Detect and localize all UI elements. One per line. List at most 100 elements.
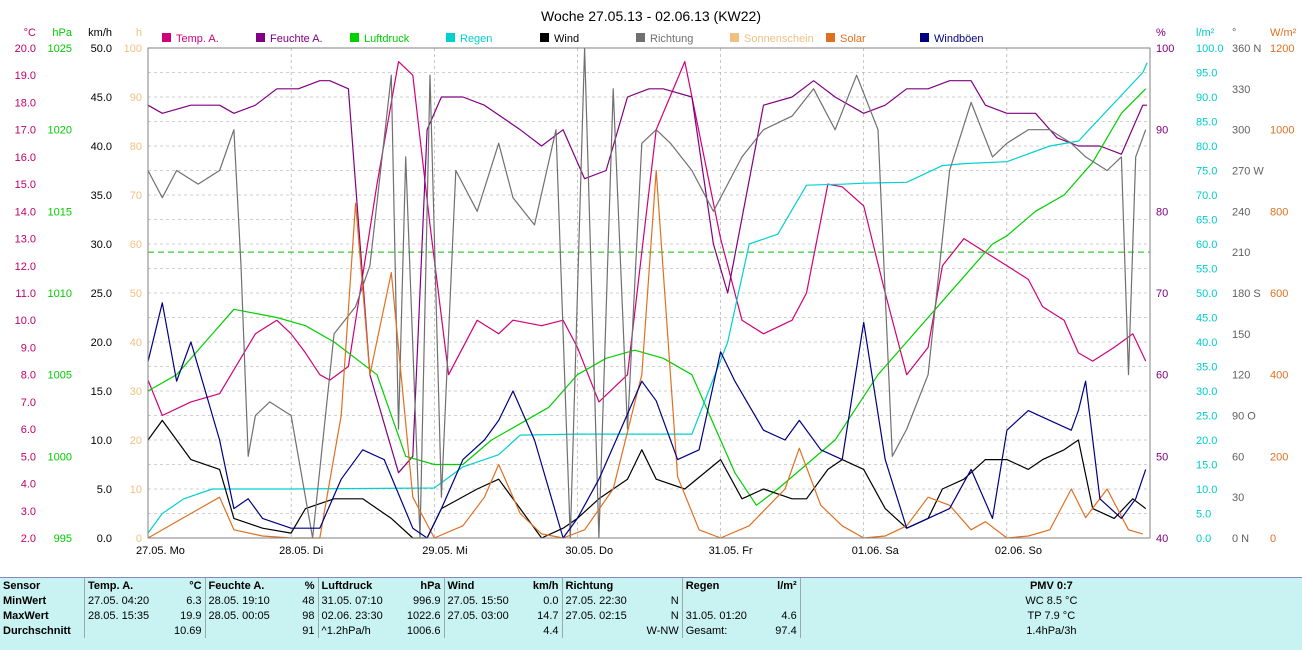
axis-tick-label: 120 xyxy=(1232,370,1250,382)
axis-tick-label: 1015 xyxy=(48,206,72,218)
axis-tick-label: 15.0 xyxy=(1196,460,1217,472)
axis-tick-label: 100 xyxy=(124,43,142,55)
axis-tick-label: 15.0 xyxy=(91,386,112,398)
axis-tick-label: 300 xyxy=(1232,125,1250,137)
axis-tick-label: 270 W xyxy=(1232,166,1264,178)
legend-swatch xyxy=(162,33,171,42)
axis-tick-label: 60 xyxy=(1156,370,1168,382)
axis-tick-label: 30 xyxy=(1232,492,1244,504)
axis-tick-label: 40 xyxy=(1156,533,1168,545)
x-tick-label: 28.05. Di xyxy=(279,545,323,557)
axis-tick-label: 2.0 xyxy=(21,533,36,545)
axis-tick-label: 14.0 xyxy=(15,206,36,218)
axis-unit-label: km/h xyxy=(88,27,112,39)
axis-tick-label: 90.0 xyxy=(1196,92,1217,104)
axis-tick-label: 0 xyxy=(136,533,142,545)
axis-tick-label: 50 xyxy=(1156,451,1168,463)
legend-swatch xyxy=(256,33,265,42)
hdr-rain: Regen xyxy=(681,578,764,593)
axis-tick-label: 80.0 xyxy=(1196,141,1217,153)
axis-tick-label: 13.0 xyxy=(15,234,36,246)
axis-tick-label: 1000 xyxy=(48,451,72,463)
hdr-hum-unit: % xyxy=(304,579,315,592)
axis-tick-label: 150 xyxy=(1232,329,1250,341)
axis-unit-label: ° xyxy=(1232,27,1236,39)
axis-tick-label: 3.0 xyxy=(21,506,36,518)
axis-tick-label: 60 xyxy=(1232,451,1244,463)
axis-tick-label: 10 xyxy=(130,484,142,496)
stats-row-avg: Durchschnitt 10.69 91 ^1.2hPa/h 1006.6 4… xyxy=(0,623,1302,638)
axis-tick-label: 4.0 xyxy=(21,479,36,491)
legend-swatch xyxy=(920,33,929,42)
axis-tick-label: 1025 xyxy=(48,43,72,55)
axis-tick-label: 30.0 xyxy=(1196,386,1217,398)
legend-label: Temp. A. xyxy=(176,33,219,45)
hdr-wind: Wind xyxy=(443,578,526,593)
axis-tick-label: 6.0 xyxy=(21,424,36,436)
legend-swatch xyxy=(446,33,455,42)
axis-tick-label: 5.0 xyxy=(97,484,112,496)
series-line xyxy=(147,47,1147,539)
legend-swatch xyxy=(350,33,359,42)
axis-tick-label: 800 xyxy=(1270,206,1288,218)
weather-chart: Woche 27.05.13 - 02.06.13 (KW22) °C 20.0 1… xyxy=(15,8,1297,557)
axis-unit-label: W/m² xyxy=(1270,27,1297,39)
axis-tick-label: 70 xyxy=(1156,288,1168,300)
axis-tick-label: 18.0 xyxy=(15,97,36,109)
series-line xyxy=(147,302,1147,539)
hdr-pmv: PMV 0:7 xyxy=(799,578,1302,593)
chart-title: Woche 27.05.13 - 02.06.13 (KW22) xyxy=(541,8,761,24)
axis-unit-label: l/m² xyxy=(1196,27,1215,39)
axis-tick-label: 45.0 xyxy=(91,92,112,104)
axis-unit-label: hPa xyxy=(52,27,72,39)
plot-frame xyxy=(147,47,1151,539)
axis-tick-label: 10.0 xyxy=(1196,484,1217,496)
axis-tick-label: 1020 xyxy=(48,125,72,137)
axes: °C 20.0 19.0 18.0 17.0 16.0 15.0 14.0 13.0 12.0 11… xyxy=(15,27,1297,557)
axis-tick-label: 20.0 xyxy=(91,337,112,349)
axis-tick-label: 16.0 xyxy=(15,152,36,164)
axis-tick-label: 30 xyxy=(130,386,142,398)
axis-tick-label: 25.0 xyxy=(91,288,112,300)
axis-tick-label: 90 xyxy=(1156,125,1168,137)
axis-unit-label: % xyxy=(1156,27,1166,39)
axis-tick-label: 5.0 xyxy=(21,451,36,463)
statistics-table: Sensor Temp. A. °C Feuchte A. % Luftdruc… xyxy=(0,578,1302,638)
axis-tick-label: 15.0 xyxy=(15,179,36,191)
axis-tick-label: 40 xyxy=(130,337,142,349)
legend-label: Feuchte A. xyxy=(270,33,323,45)
axis-tick-label: 360 N xyxy=(1232,43,1261,55)
axis-tick-label: 400 xyxy=(1270,370,1288,382)
axis-tick-label: 10.0 xyxy=(91,435,112,447)
legend-label: Regen xyxy=(460,33,492,45)
hdr-dir: Richtung xyxy=(561,578,644,593)
axis-tick-label: 80 xyxy=(130,141,142,153)
axis-tick-label: 8.0 xyxy=(21,370,36,382)
series-line xyxy=(147,88,1147,506)
axis-tick-label: 25.0 xyxy=(1196,411,1217,423)
series-lines xyxy=(147,47,1150,539)
hdr-temp: Temp. A. xyxy=(84,578,171,593)
axis-tick-label: 0.0 xyxy=(1196,533,1211,545)
axis-tick-label: 0 N xyxy=(1232,533,1249,545)
axis-tick-label: 50.0 xyxy=(91,43,112,55)
axis-tick-label: 0.0 xyxy=(97,533,112,545)
axis-tick-label: 20.0 xyxy=(15,43,36,55)
axis-tick-label: 1200 xyxy=(1270,43,1294,55)
axis-tick-label: 45.0 xyxy=(1196,313,1217,325)
axis-tick-label: 80 xyxy=(1156,206,1168,218)
axis-tick-label: 330 xyxy=(1232,84,1250,96)
axis-tick-label: 180 S xyxy=(1232,288,1261,300)
x-tick-label: 27.05. Mo xyxy=(136,545,185,557)
axis-tick-label: 17.0 xyxy=(15,125,36,137)
series-line xyxy=(147,169,1143,539)
axis-tick-label: 35.0 xyxy=(1196,362,1217,374)
series-line xyxy=(147,60,1147,417)
hdr-hum: Feuchte A. xyxy=(204,578,292,593)
axis-unit-label: h xyxy=(136,27,142,39)
hdr-temp-unit: °C xyxy=(189,579,202,592)
legend-swatch xyxy=(730,33,739,42)
axis-tick-label: 40.0 xyxy=(1196,337,1217,349)
x-tick-label: 30.05. Do xyxy=(565,545,613,557)
legend-label: Sonnenschein xyxy=(744,33,814,45)
